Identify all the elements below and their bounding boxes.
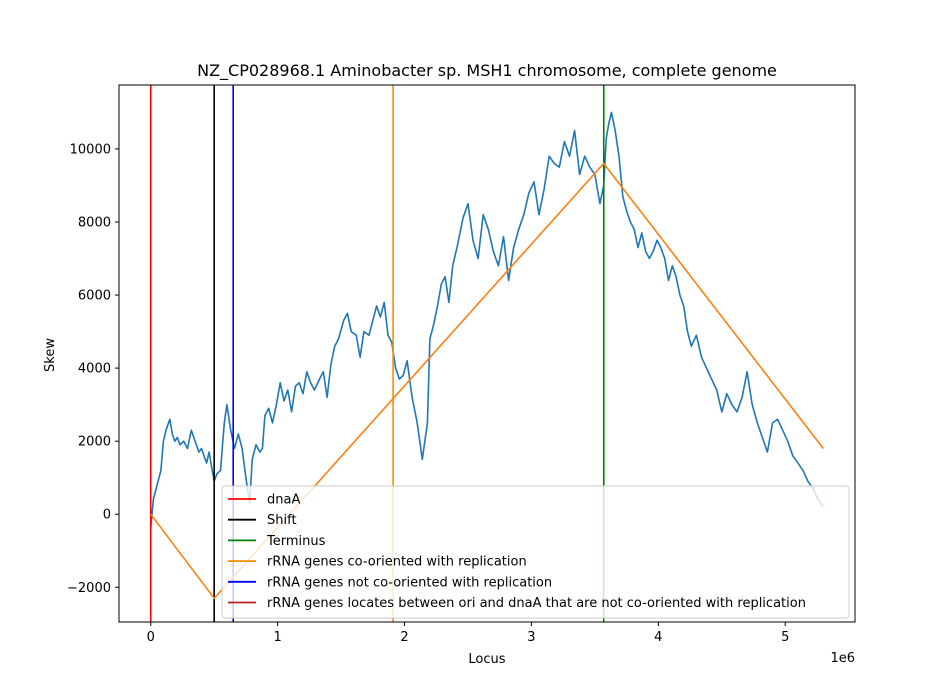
x-tick-label: 1 xyxy=(273,630,281,645)
plot-area: 0 1 2 3 4 5 −2000 0 2000 4000 6000 8000 10000 dnaA Shi… xyxy=(67,84,856,645)
legend-label-shift: Shift xyxy=(267,513,297,528)
y-tick-label: 0 xyxy=(103,508,111,523)
skew-series-line xyxy=(149,111,824,529)
y-tick-label: 6000 xyxy=(78,289,111,304)
axes-frame xyxy=(118,84,856,623)
legend-label-dnaA: dnaA xyxy=(267,493,300,508)
legend-label-terminus: Terminus xyxy=(266,534,326,549)
x-tick-label: 3 xyxy=(527,630,535,645)
legend: dnaA Shift Terminus rRNA genes co-oriented … xyxy=(221,485,850,619)
x-axis-label: Locus xyxy=(468,652,505,667)
x-tick-label: 2 xyxy=(400,630,408,645)
x-tick-label: 0 xyxy=(147,630,155,645)
x-tick-label: 4 xyxy=(654,630,662,645)
legend-label-rrna_co: rRNA genes co-oriented with replication xyxy=(267,555,527,570)
model-series-line xyxy=(150,162,824,600)
y-tick-label: 4000 xyxy=(78,362,111,377)
y-tick-label: 8000 xyxy=(78,215,111,230)
y-tick-label: 10000 xyxy=(70,142,111,157)
chart-title: NZ_CP028968.1 Aminobacter sp. MSH1 chrom… xyxy=(197,61,777,81)
y-tick-label: −2000 xyxy=(67,581,111,596)
y-tick-label: 2000 xyxy=(78,435,111,450)
x-tick-label: 5 xyxy=(781,630,789,645)
legend-label-rrna_between: rRNA genes locates between ori and dnaA … xyxy=(267,596,806,611)
legend-box xyxy=(221,485,850,619)
y-axis-label: Skew xyxy=(43,338,58,372)
x-axis-offset-label: 1e6 xyxy=(830,651,855,666)
legend-label-rrna_not_co: rRNA genes not co-oriented with replicat… xyxy=(267,575,552,590)
data-layer xyxy=(149,85,824,622)
